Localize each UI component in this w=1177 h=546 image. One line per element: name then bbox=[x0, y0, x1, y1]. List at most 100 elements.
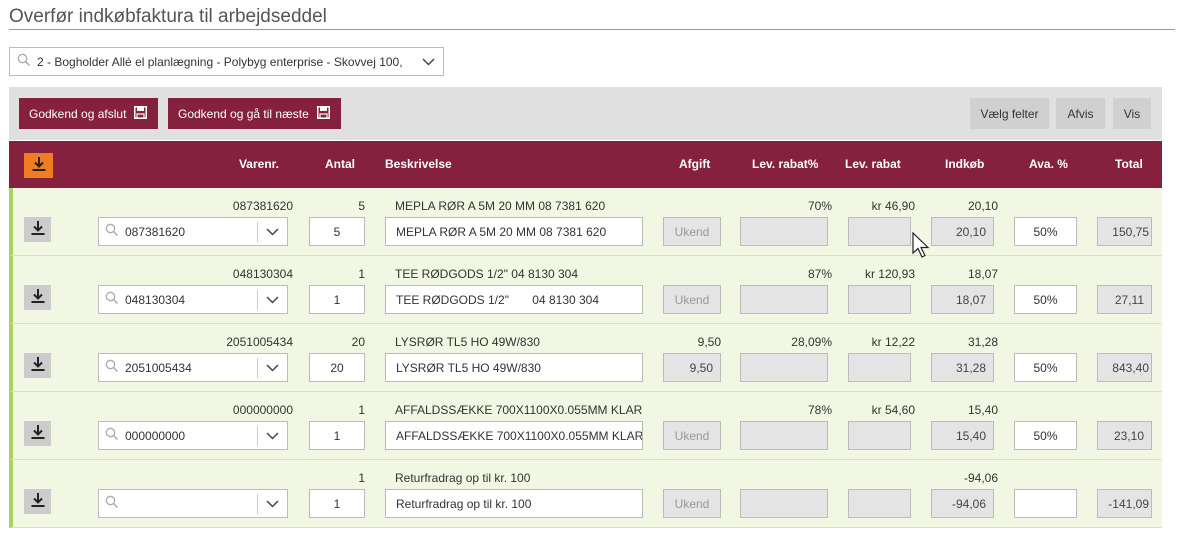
chevron-down-icon[interactable] bbox=[422, 56, 435, 70]
row-lev-rabat-pct-text: 70% bbox=[807, 199, 832, 213]
lookup-divider bbox=[257, 426, 258, 446]
antal-input[interactable]: 1 bbox=[309, 489, 365, 518]
chevron-down-icon[interactable] bbox=[266, 430, 279, 444]
afgift-field: 9,50 bbox=[663, 353, 721, 382]
indkob-field: 31,28 bbox=[931, 353, 994, 382]
lev-rabat-pct-field bbox=[740, 421, 828, 450]
indkob-field: 20,10 bbox=[931, 217, 994, 246]
row-lev-rabat-text: kr 54,60 bbox=[871, 403, 915, 417]
col-lev-rabat-pct[interactable]: Lev. rabat% bbox=[752, 157, 819, 171]
lev-rabat-pct-field bbox=[740, 217, 828, 246]
download-icon bbox=[30, 288, 46, 307]
ava-pct-input[interactable] bbox=[1014, 489, 1077, 518]
choose-fields-button[interactable]: Vælg felter bbox=[970, 98, 1049, 129]
varenr-input-value: 048130304 bbox=[125, 292, 186, 307]
row-download-button[interactable] bbox=[24, 217, 51, 242]
page-title: Overfør indkøbfaktura til arbejdseddel bbox=[9, 6, 327, 27]
row-description-text: TEE RØDGODS 1/2" 04 8130 304 bbox=[395, 267, 579, 281]
col-indkob[interactable]: Indkøb bbox=[945, 157, 985, 171]
save-icon bbox=[316, 105, 330, 122]
antal-input[interactable]: 1 bbox=[309, 421, 365, 450]
toolbar: Godkend og afslut Godkend og gå til næst… bbox=[9, 87, 1162, 140]
chevron-down-icon[interactable] bbox=[266, 294, 279, 308]
search-icon bbox=[105, 291, 119, 308]
row-antal-text: 5 bbox=[358, 199, 365, 213]
row-description-text: LYSRØR TL5 HO 49W/830 bbox=[395, 335, 540, 349]
lookup-divider bbox=[257, 290, 258, 310]
download-all-button[interactable] bbox=[24, 153, 53, 178]
row-download-button[interactable] bbox=[24, 353, 51, 378]
row-antal-text: 1 bbox=[358, 471, 365, 485]
lev-rabat-field bbox=[848, 421, 911, 450]
mouse-cursor-icon bbox=[912, 231, 932, 263]
row-indkob-text: 31,28 bbox=[967, 335, 998, 349]
description-input[interactable]: TEE RØDGODS 1/2" 04 8130 304 bbox=[385, 285, 643, 314]
indkob-field: 18,07 bbox=[931, 285, 994, 314]
row-download-button[interactable] bbox=[24, 285, 51, 310]
total-field: 150,75 bbox=[1097, 217, 1152, 246]
col-ava-pct[interactable]: Ava. % bbox=[1029, 157, 1068, 171]
table-row: 000000000 1 AFFALDSSÆKKE 700X1100X0.055M… bbox=[9, 392, 1162, 460]
company-select[interactable]: 2 - Bogholder Allé el planlægning - Poly… bbox=[9, 47, 444, 76]
varenr-lookup[interactable]: 2051005434 bbox=[98, 353, 288, 382]
description-input[interactable]: LYSRØR TL5 HO 49W/830 bbox=[385, 353, 643, 382]
company-select-value: 2 - Bogholder Allé el planlægning - Poly… bbox=[37, 54, 403, 69]
chevron-down-icon[interactable] bbox=[266, 362, 279, 376]
afgift-field: Ukend bbox=[663, 217, 721, 246]
col-total[interactable]: Total bbox=[1115, 157, 1143, 171]
chevron-down-icon[interactable] bbox=[266, 498, 279, 512]
row-antal-text: 1 bbox=[358, 267, 365, 281]
search-icon bbox=[17, 53, 31, 70]
description-input[interactable]: MEPLA RØR A 5M 20 MM 08 7381 620 bbox=[385, 217, 643, 246]
afgift-field: Ukend bbox=[663, 421, 721, 450]
col-varenr[interactable]: Varenr. bbox=[238, 157, 279, 171]
approve-finish-label: Godkend og afslut bbox=[29, 106, 127, 121]
varenr-lookup[interactable]: 000000000 bbox=[98, 421, 288, 450]
ava-pct-input[interactable]: 50% bbox=[1014, 421, 1077, 450]
description-input[interactable]: AFFALDSSÆKKE 700X1100X0.055MM KLAR bbox=[385, 421, 643, 450]
afgift-field: Ukend bbox=[663, 489, 721, 518]
table-row: 1 Returfradrag op til kr. 100 -94,06 1 R… bbox=[9, 460, 1162, 528]
row-varenr-text: 087381620 bbox=[232, 199, 293, 213]
download-icon bbox=[30, 492, 46, 511]
chevron-down-icon[interactable] bbox=[266, 226, 279, 240]
col-lev-rabat[interactable]: Lev. rabat bbox=[845, 157, 901, 171]
col-beskrivelse[interactable]: Beskrivelse bbox=[385, 157, 452, 171]
approve-finish-button[interactable]: Godkend og afslut bbox=[19, 98, 158, 129]
antal-input[interactable]: 1 bbox=[309, 285, 365, 314]
row-lev-rabat-text: kr 46,90 bbox=[871, 199, 915, 213]
reject-button[interactable]: Afvis bbox=[1056, 98, 1105, 129]
row-lev-rabat-pct-text: 78% bbox=[807, 403, 832, 417]
varenr-input-value: 2051005434 bbox=[125, 360, 192, 375]
lev-rabat-field bbox=[848, 489, 911, 518]
approve-next-label: Godkend og gå til næste bbox=[178, 106, 309, 121]
reject-label: Afvis bbox=[1067, 106, 1094, 121]
search-icon bbox=[105, 223, 119, 240]
varenr-lookup[interactable]: 048130304 bbox=[98, 285, 288, 314]
antal-input[interactable]: 5 bbox=[309, 217, 365, 246]
antal-input[interactable]: 20 bbox=[309, 353, 365, 382]
row-download-button[interactable] bbox=[24, 421, 51, 446]
row-antal-text: 20 bbox=[351, 335, 365, 349]
ava-pct-input[interactable]: 50% bbox=[1014, 217, 1077, 246]
varenr-input-value: 087381620 bbox=[125, 224, 186, 239]
col-afgift[interactable]: Afgift bbox=[679, 157, 711, 171]
download-icon bbox=[30, 356, 46, 375]
lookup-divider bbox=[257, 494, 258, 514]
total-field: -141,09 bbox=[1097, 489, 1152, 518]
approve-next-button[interactable]: Godkend og gå til næste bbox=[168, 98, 341, 129]
description-input[interactable]: Returfradrag op til kr. 100 bbox=[385, 489, 643, 518]
ava-pct-input[interactable]: 50% bbox=[1014, 285, 1077, 314]
varenr-lookup[interactable]: 087381620 bbox=[98, 217, 288, 246]
search-icon bbox=[105, 427, 119, 444]
col-antal[interactable]: Antal bbox=[325, 157, 355, 171]
show-button[interactable]: Vis bbox=[1113, 98, 1151, 129]
row-download-button[interactable] bbox=[24, 489, 51, 514]
row-varenr-text: 048130304 bbox=[232, 267, 293, 281]
title-divider bbox=[9, 29, 1175, 30]
table-header: Varenr. Antal Beskrivelse Afgift Lev. ra… bbox=[9, 141, 1162, 188]
ava-pct-input[interactable]: 50% bbox=[1014, 353, 1077, 382]
varenr-lookup[interactable] bbox=[98, 489, 288, 518]
row-varenr-text: 000000000 bbox=[232, 403, 293, 417]
row-description-text: MEPLA RØR A 5M 20 MM 08 7381 620 bbox=[395, 199, 606, 213]
